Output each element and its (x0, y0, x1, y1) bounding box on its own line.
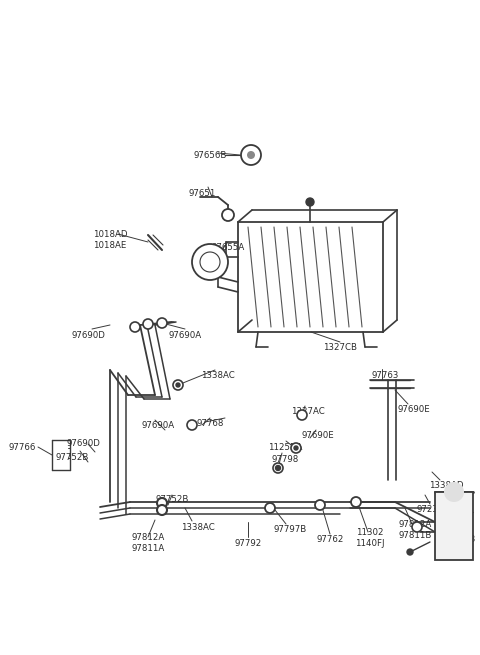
Circle shape (412, 522, 422, 532)
Text: 97655A: 97655A (211, 244, 245, 252)
Text: 97690E: 97690E (301, 432, 335, 441)
Circle shape (315, 500, 325, 510)
Text: 97763: 97763 (372, 371, 399, 379)
Text: 11302
1140FJ: 11302 1140FJ (355, 529, 385, 548)
Text: 1327AC: 1327AC (291, 407, 325, 417)
Circle shape (176, 383, 180, 387)
Circle shape (291, 443, 301, 453)
Circle shape (130, 322, 140, 332)
Text: 97236: 97236 (416, 506, 444, 514)
Circle shape (241, 145, 261, 165)
Text: 97651: 97651 (188, 189, 216, 198)
Bar (435, 492, 473, 560)
Circle shape (200, 252, 220, 272)
Text: 1338AC: 1338AC (201, 371, 235, 381)
Text: 97768: 97768 (196, 419, 224, 428)
Text: 97690A: 97690A (168, 331, 202, 339)
Circle shape (157, 505, 167, 515)
Text: 97812A
97811A: 97812A 97811A (132, 533, 165, 553)
Circle shape (222, 209, 234, 221)
Text: 97690D: 97690D (71, 331, 105, 339)
Circle shape (187, 420, 197, 430)
Text: 97766: 97766 (8, 443, 36, 451)
Text: 97690A: 97690A (142, 422, 175, 430)
Text: 97762: 97762 (316, 536, 344, 544)
Text: 97812A
97811B: 97812A 97811B (398, 520, 432, 540)
Circle shape (297, 410, 307, 420)
Circle shape (444, 482, 464, 502)
Circle shape (276, 466, 280, 470)
Circle shape (143, 319, 153, 329)
Circle shape (294, 446, 298, 450)
Text: 97792: 97792 (234, 538, 262, 548)
Circle shape (407, 549, 413, 555)
Circle shape (265, 503, 275, 513)
Text: 97752B: 97752B (156, 495, 189, 504)
Text: 97690E: 97690E (397, 405, 431, 415)
Text: 1338AC: 1338AC (181, 523, 215, 531)
Circle shape (273, 463, 283, 473)
Text: 1125DA: 1125DA (268, 443, 302, 451)
Circle shape (157, 498, 167, 508)
Circle shape (351, 497, 361, 507)
Text: 97798: 97798 (271, 455, 299, 464)
Circle shape (173, 380, 183, 390)
Circle shape (157, 318, 167, 328)
Circle shape (192, 244, 228, 280)
Text: 97690D: 97690D (66, 440, 100, 449)
Text: 1018AD
1018AE: 1018AD 1018AE (93, 231, 127, 250)
Text: 97623: 97623 (448, 536, 476, 544)
Text: 1338AD: 1338AD (429, 481, 463, 491)
Circle shape (247, 151, 255, 159)
Text: 97797B: 97797B (274, 525, 307, 534)
Text: 97752B: 97752B (55, 453, 89, 462)
Text: 1327CB: 1327CB (323, 343, 357, 352)
Circle shape (306, 198, 314, 206)
Text: 97656B: 97656B (193, 151, 227, 160)
